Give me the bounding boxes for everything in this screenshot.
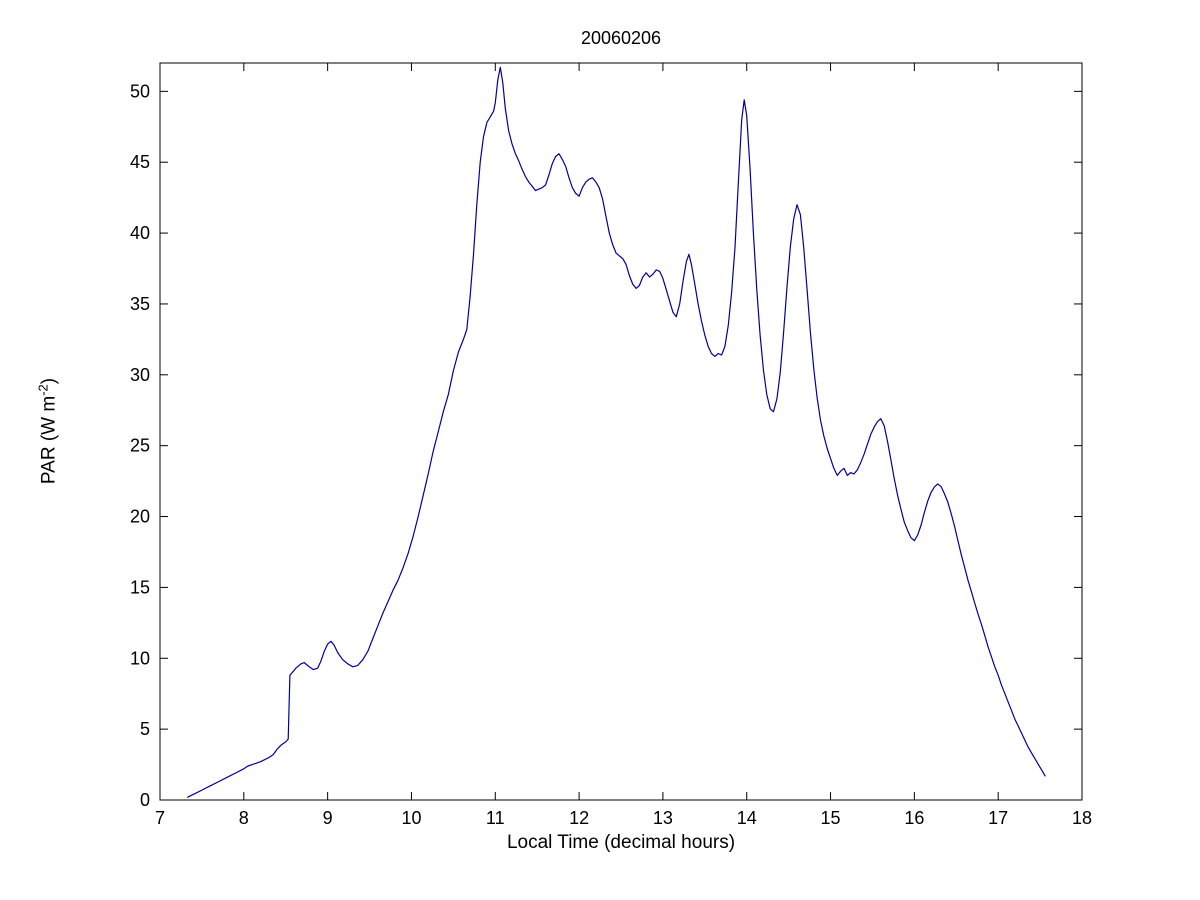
x-tick-label: 16 [904, 808, 924, 828]
x-axis-label: Local Time (decimal hours) [506, 832, 736, 853]
y-tick-label: 30 [130, 365, 150, 385]
x-tick-label: 17 [988, 808, 1008, 828]
x-tick-label: 9 [323, 808, 333, 828]
y-tick-label: 20 [130, 507, 150, 527]
axes [159, 62, 1083, 801]
chart-title: 20060206 [580, 28, 662, 48]
y-tick-label: 40 [130, 223, 150, 243]
x-tick-label: 7 [155, 808, 165, 828]
x-tick-label: 18 [1072, 808, 1092, 828]
y-axis-label: PAR (W m-2) [35, 378, 60, 484]
x-tick-label: 11 [486, 808, 505, 828]
y-axis-label-post: ) [38, 377, 60, 385]
x-tick-label: 12 [569, 808, 589, 828]
y-tick-label: 15 [130, 577, 150, 597]
y-tick-label: 50 [130, 81, 150, 101]
y-tick-label: 5 [140, 719, 150, 739]
y-tick-label: 35 [130, 294, 150, 314]
x-tick-label: 13 [653, 808, 673, 828]
y-tick-label: 10 [130, 648, 150, 668]
y-tick-label: 25 [130, 436, 150, 456]
y-tick-label: 45 [130, 152, 150, 172]
x-tick-label: 10 [401, 808, 421, 828]
y-axis-label-sup: -2 [35, 384, 51, 396]
x-tick-label: 15 [821, 808, 841, 828]
x-tick-label: 14 [737, 808, 757, 828]
y-tick-label: 0 [140, 790, 150, 810]
y-axis-label-pre: PAR (W m [38, 395, 60, 485]
plot-box [159, 62, 1083, 801]
x-tick-label: 8 [239, 808, 249, 828]
series-line [187, 66, 1046, 798]
